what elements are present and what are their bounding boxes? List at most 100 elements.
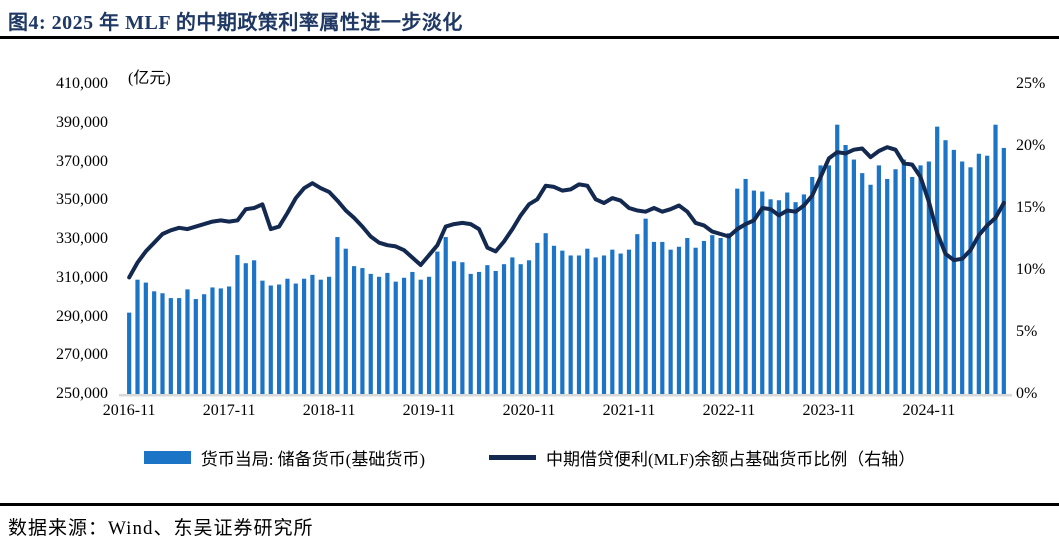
base-money-bar — [560, 250, 565, 395]
base-money-bar — [335, 237, 340, 394]
base-money-bar — [351, 266, 357, 395]
base-money-bar — [718, 238, 723, 394]
base-money-bar — [160, 293, 165, 394]
left-axis-tick: 310,000 — [56, 268, 108, 286]
base-money-bar — [310, 274, 315, 394]
base-money-bar — [526, 260, 532, 394]
base-money-bar — [951, 149, 956, 395]
base-money-bar — [735, 188, 740, 395]
base-money-bar — [976, 153, 981, 394]
x-axis-tick: 2018-11 — [302, 402, 356, 419]
base-money-bar — [168, 298, 173, 394]
left-axis-tick: 290,000 — [56, 307, 108, 325]
base-money-bar — [826, 165, 831, 395]
base-money-bar — [302, 278, 307, 394]
right-axis-tick: 25% — [1016, 75, 1046, 92]
base-money-bar — [252, 260, 257, 394]
base-money-bar — [860, 173, 865, 395]
base-money-bar — [710, 235, 715, 395]
base-money-bar — [793, 202, 798, 394]
base-money-bar — [576, 255, 582, 394]
left-axis-tick: 330,000 — [56, 230, 108, 247]
base-money-bar — [676, 246, 682, 394]
base-money-bar — [818, 165, 823, 395]
base-money-bar — [910, 177, 915, 394]
base-money-bar — [668, 249, 673, 394]
x-axis-baseline — [119, 394, 1012, 397]
base-money-bar — [326, 276, 332, 394]
base-money-bar — [135, 279, 140, 394]
x-axis-tick: 2019-11 — [402, 402, 456, 419]
base-money-bar — [726, 233, 732, 394]
x-axis-tick: 2023-11 — [802, 402, 856, 419]
legend-bar-swatch — [143, 451, 191, 464]
base-money-bar — [493, 270, 498, 394]
base-money-bar — [935, 126, 940, 395]
base-money-bar — [601, 255, 607, 394]
base-money-bar — [618, 253, 623, 394]
figure-title: 图4: 2025 年 MLF 的中期政策利率属性进一步淡化 — [8, 12, 463, 34]
base-money-bar — [893, 169, 898, 394]
left-axis-tick: 390,000 — [56, 113, 108, 131]
base-money-bar — [685, 238, 690, 394]
base-money-bar — [177, 298, 182, 394]
mlf-ratio-line — [127, 145, 1006, 280]
base-money-bar — [476, 271, 482, 394]
base-money-bar — [776, 200, 782, 394]
base-money-bar — [635, 234, 640, 394]
base-money-bar — [468, 273, 473, 395]
base-money-bar — [410, 271, 415, 394]
base-money-bar — [401, 277, 407, 394]
base-money-bar — [643, 218, 648, 394]
base-money-bar — [943, 140, 948, 394]
base-money-bar — [751, 190, 757, 394]
base-money-bar — [743, 178, 748, 394]
base-money-bar — [593, 257, 598, 394]
base-money-bar — [535, 242, 540, 395]
base-money-bar — [360, 268, 365, 394]
base-money-bar — [210, 287, 215, 394]
base-money-bar — [785, 192, 790, 394]
base-money-bar — [510, 257, 515, 394]
base-money-bar — [501, 264, 507, 394]
base-money-bar — [901, 159, 906, 394]
base-money-bar — [127, 312, 132, 395]
base-money-bar — [843, 145, 848, 394]
x-axis-tick: 2017-11 — [202, 402, 256, 419]
base-money-bar — [701, 240, 707, 394]
base-money-bar — [443, 237, 448, 394]
base-money-bar — [585, 248, 590, 394]
left-axis-tick: 250,000 — [56, 385, 108, 402]
left-axis-tick: 270,000 — [56, 346, 108, 364]
base-money-bar — [651, 241, 657, 394]
left-axis-tick: 350,000 — [56, 191, 108, 209]
x-axis-tick: 2020-11 — [502, 402, 556, 419]
base-money-bar — [926, 161, 931, 394]
base-money-bar — [851, 159, 856, 394]
base-money-bar — [268, 285, 273, 394]
x-axis-tick: 2016-11 — [102, 402, 156, 419]
base-money-bar — [376, 276, 382, 394]
base-money-bar — [385, 272, 390, 394]
base-money-bar — [868, 184, 873, 394]
base-money-bar — [993, 124, 998, 394]
base-money-bar — [418, 279, 423, 394]
left-axis-tick: 410,000 — [56, 75, 108, 92]
base-money-bar — [285, 278, 290, 394]
base-money-bar — [451, 261, 457, 394]
base-money-bar — [435, 251, 440, 394]
right-axis-tick: 15% — [1016, 199, 1046, 216]
data-source-note: 数据来源：Wind、东吴证券研究所 — [8, 518, 314, 539]
base-money-bar — [760, 191, 765, 394]
base-money-bar — [768, 199, 773, 394]
base-money-bar — [368, 273, 373, 395]
base-money-bar — [876, 165, 881, 395]
base-money-bar — [193, 299, 198, 394]
chart-legend: 货币当局: 储备货币(基础货币) 中期借贷便利(MLF)余额占基础货币比例（右轴… — [0, 445, 1059, 470]
base-money-bar — [218, 288, 223, 394]
legend-bar-label: 货币当局: 储备货币(基础货币) — [200, 450, 425, 469]
base-money-bar — [918, 165, 923, 395]
base-money-bar — [693, 247, 698, 394]
base-money-bar — [968, 167, 973, 394]
